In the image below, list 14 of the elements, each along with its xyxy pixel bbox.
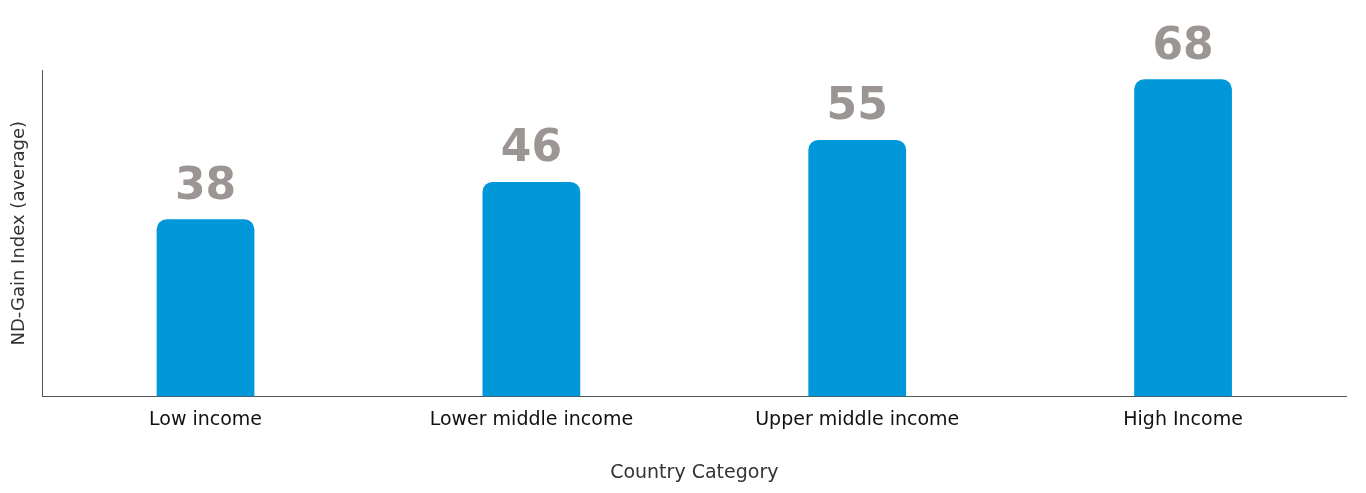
data-label: 55 [826, 78, 888, 130]
bar [1134, 79, 1232, 397]
data-label: 38 [174, 157, 237, 209]
x-tick-label: High Income [1123, 406, 1243, 429]
data-label: 46 [500, 120, 562, 172]
bar [808, 139, 907, 397]
data-label: 68 [1152, 17, 1214, 69]
x-tick-label: Lower middle income [429, 406, 634, 429]
y-axis-title: ND-Gain Index (average) [7, 120, 29, 346]
x-tick-label: Low income [149, 406, 263, 429]
bar [156, 219, 255, 397]
bar [482, 181, 581, 397]
x-tick-label: Upper middle income [755, 406, 960, 429]
x-axis-title: Country Category [610, 459, 779, 482]
